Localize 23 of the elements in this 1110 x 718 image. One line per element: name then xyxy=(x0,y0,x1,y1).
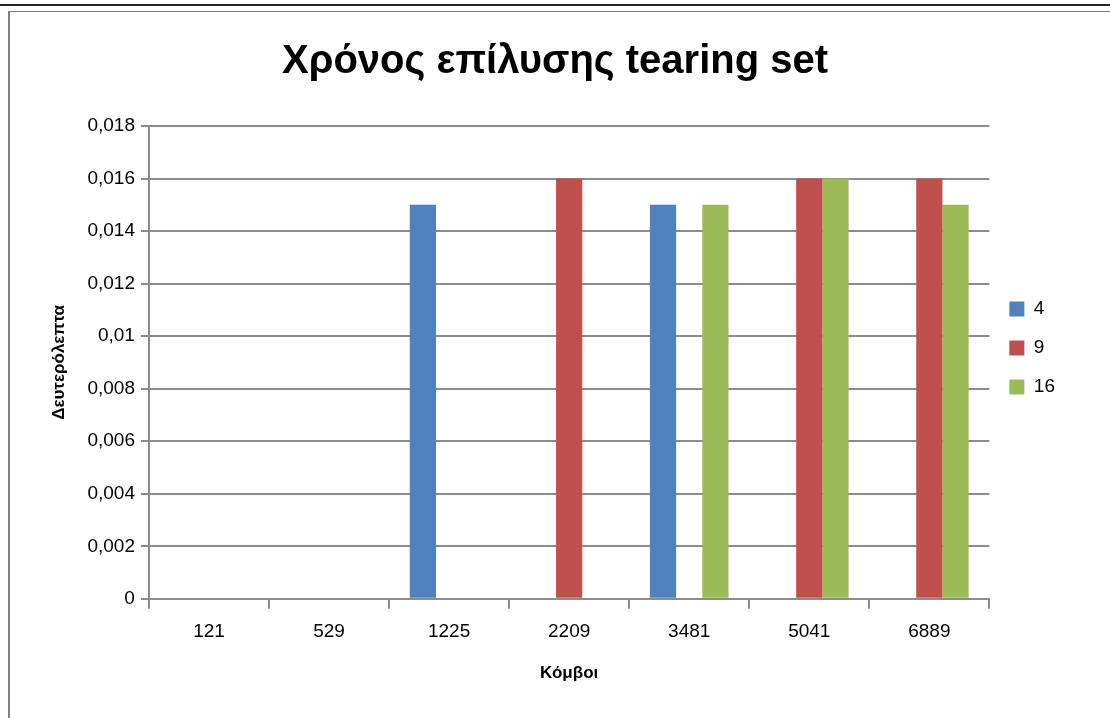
y-tick-label: 0,008 xyxy=(87,376,135,398)
x-tick-label: 5041 xyxy=(788,620,831,642)
y-tick-label: 0,016 xyxy=(87,166,135,188)
legend-label: 9 xyxy=(1033,336,1045,358)
legend-label: 16 xyxy=(1033,375,1056,397)
x-tick-label: 2209 xyxy=(548,620,591,642)
y-tick-label: 0,018 xyxy=(87,114,135,136)
y-tick-label: 0,014 xyxy=(87,219,136,241)
y-axis-title: Δευτερόλεπτα xyxy=(48,304,68,420)
x-tick-label: 121 xyxy=(193,620,225,642)
y-tick-label: 0,006 xyxy=(87,429,135,451)
x-tick-label: 1225 xyxy=(427,620,471,642)
x-tick-label: 529 xyxy=(313,620,345,642)
y-tick-label: 0,012 xyxy=(87,271,135,293)
y-tick-label: 0,01 xyxy=(97,324,135,346)
chart-title: Χρόνος επίλυσης tearing set xyxy=(281,37,829,83)
x-axis-title: Κόμβοι xyxy=(540,663,599,683)
legend-label: 4 xyxy=(1033,297,1045,319)
x-tick-label: 6889 xyxy=(908,620,951,642)
y-tick-label: 0 xyxy=(124,587,135,609)
x-tick-label: 3481 xyxy=(668,620,711,642)
y-tick-label: 0,002 xyxy=(87,534,135,556)
y-tick-label: 0,004 xyxy=(87,481,136,503)
